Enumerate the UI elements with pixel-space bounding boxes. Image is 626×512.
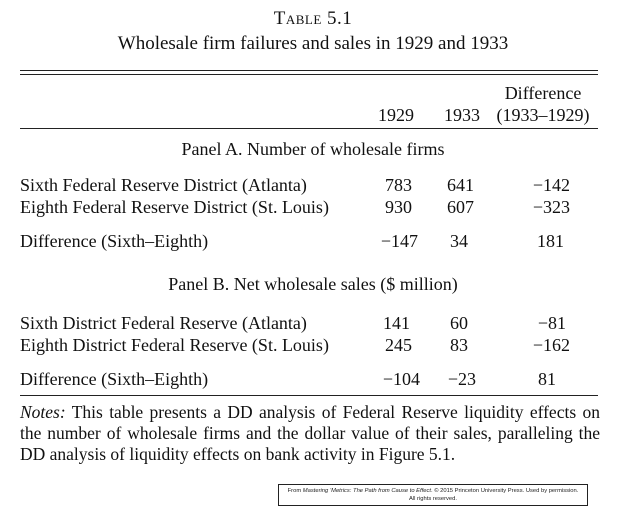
permission-credit: From Mastering ’Metrics: The Path from C… [278,484,588,506]
header-1929: 1929 [378,105,414,125]
table-number: Table 5.1 [273,8,353,29]
credit-book-title: Mastering ’Metrics: The Path from Cause … [302,488,432,494]
cell-difference: −81 [537,313,566,333]
cell-difference: 81 [538,369,556,389]
notes-label: Notes: [20,402,66,422]
cell-1933: 34 [450,231,468,251]
credit-suffix: . © 2015 Princeton University Press. Use… [431,488,579,494]
credit-prefix: From [287,488,303,494]
cell-difference: 181 [537,231,564,251]
top-rule-lower [20,74,598,75]
credit-line-1: From Mastering ’Metrics: The Path from C… [279,487,587,495]
cell-1933: 641 [447,175,474,195]
cell-1933: −23 [447,369,476,389]
row-label: Sixth Federal Reserve District (Atlanta) [20,175,307,195]
row-label: Difference (Sixth–Eighth) [20,231,209,251]
table-title: Wholesale firm failures and sales in 192… [117,33,509,54]
row-label: Sixth District Federal Reserve (Atlanta) [20,313,307,333]
header-difference-line1: Difference [504,83,582,103]
panel-a-title: Panel A. Number of wholesale firms [181,139,445,159]
credit-line-2: All rights reserved. [408,496,457,502]
cell-difference: −142 [532,175,570,195]
row-label: Eighth District Federal Reserve (St. Lou… [20,335,329,355]
cell-1929: 783 [385,175,412,195]
panel-b-title: Panel B. Net wholesale sales ($ million) [168,274,458,294]
bottom-rule [20,395,598,396]
notes-text: This table presents a DD analysis of Fed… [20,402,600,464]
cell-1929: 245 [385,335,412,355]
cell-1929: −147 [380,231,418,251]
top-rule-upper [20,70,598,71]
cell-1929: 141 [383,313,410,333]
cell-1933: 607 [447,197,474,217]
cell-1933: 60 [450,313,468,333]
cell-1929: −104 [382,369,420,389]
row-label: Eighth Federal Reserve District (St. Lou… [20,197,329,217]
header-1933: 1933 [444,105,480,125]
cell-1933: 83 [450,335,468,355]
table-notes: Notes: This table presents a DD analysis… [20,402,600,465]
cell-difference: −323 [532,197,570,217]
cell-difference: −162 [532,335,570,355]
header-rule [20,128,598,129]
cell-1929: 930 [385,197,412,217]
header-difference-line2: (1933–1929) [496,105,590,125]
row-label: Difference (Sixth–Eighth) [20,369,209,389]
